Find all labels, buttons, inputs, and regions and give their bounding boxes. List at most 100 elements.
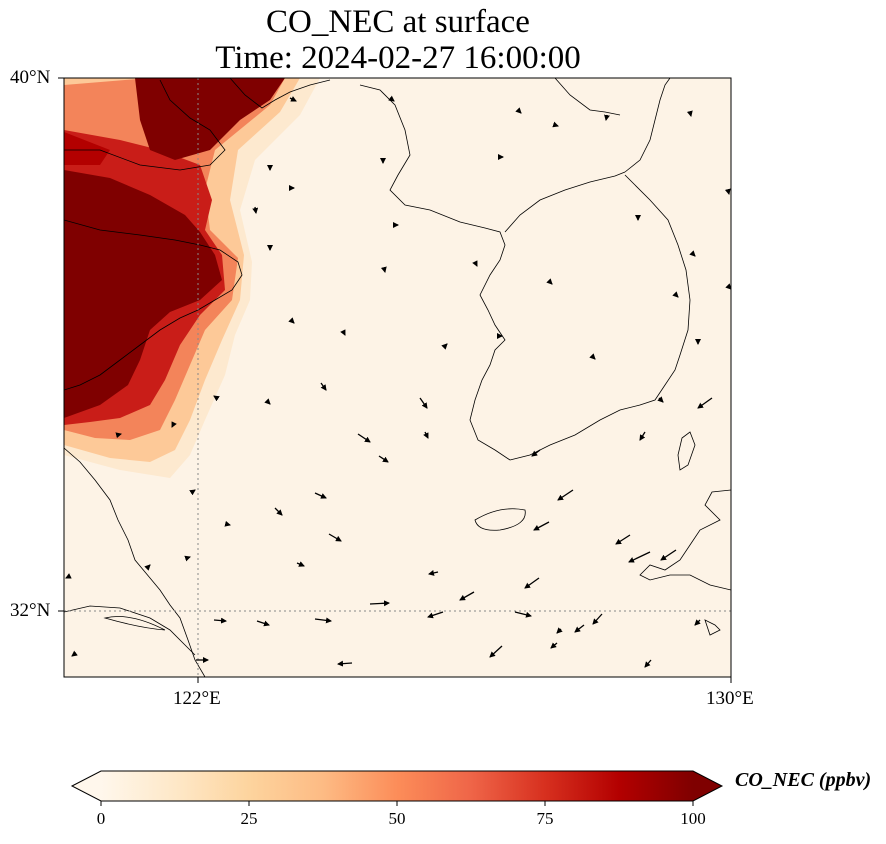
wind-arrow [337, 660, 353, 667]
concentration-field [64, 78, 320, 478]
wind-arrow [427, 611, 444, 619]
wind-arrow [592, 613, 603, 625]
wind-arrow [340, 329, 346, 336]
wind-arrow [378, 455, 389, 463]
wind-arrow [531, 449, 541, 457]
colorbar-tick-75: 75 [536, 809, 554, 828]
wind-arrow [552, 121, 559, 128]
coastline-ne [624, 78, 671, 173]
wind-arrow [697, 397, 713, 409]
wind-arrow [274, 507, 283, 516]
wind-arrow [314, 617, 332, 624]
coastline-korea-south [509, 174, 691, 461]
wind-arrow [574, 624, 585, 633]
wind-arrow [423, 431, 429, 439]
coastline-japan-small [704, 619, 721, 636]
wind-arrow [65, 573, 72, 579]
wind-arrow [644, 659, 652, 668]
wind-arrow [628, 551, 651, 563]
coastlines [64, 78, 731, 677]
wind-arrow [589, 353, 596, 360]
wind-vectors [65, 95, 731, 668]
wind-arrow [533, 521, 550, 531]
plume-spot [64, 132, 110, 165]
wind-arrow [213, 395, 220, 402]
colorbar-extend-high [693, 771, 722, 801]
wind-arrow [724, 188, 731, 195]
wind-arrow [472, 260, 478, 267]
colorbar-graphic [70, 770, 724, 806]
colorbar-tick-100: 100 [680, 809, 706, 828]
lat-label-40N: 40°N [10, 67, 51, 88]
wind-arrow [419, 397, 428, 409]
wind-arrow [288, 317, 295, 324]
colorbar-tick-0: 0 [96, 809, 106, 828]
wind-arrow [694, 619, 701, 626]
wind-arrow [556, 627, 563, 634]
wind-arrow [441, 343, 448, 350]
wind-arrow [459, 591, 475, 601]
wind-arrow [604, 114, 610, 121]
wind-arrow [369, 600, 390, 607]
wind-arrow [115, 432, 122, 439]
yangtze-estuary [64, 605, 196, 656]
wind-arrow [71, 650, 78, 657]
colorbar: 0 25 50 75 100 CO_NEC (ppbv) [0, 760, 886, 839]
wind-arrow [524, 577, 540, 589]
lon-label-122E: 122°E [173, 688, 221, 709]
wind-arrow [357, 433, 371, 443]
coastline-korea-north [504, 171, 626, 233]
wind-arrow [557, 489, 574, 501]
colorbar-gradient [101, 771, 693, 801]
gridlines [64, 78, 731, 677]
wind-arrow [213, 617, 227, 624]
wind-arrow [689, 250, 696, 257]
wind-arrow [256, 620, 270, 627]
tsushima [677, 431, 696, 471]
colorbar-tick-25: 25 [240, 809, 258, 828]
wind-arrow [639, 431, 646, 441]
jeju-island [474, 508, 526, 531]
coastline-shandong [64, 219, 243, 391]
lon-label-130E: 130°E [706, 688, 754, 709]
wind-arrow [320, 382, 327, 391]
wind-arrow [515, 107, 522, 114]
title-line-1: CO_NEC at surface [266, 4, 530, 40]
wind-arrow [314, 492, 327, 499]
wind-arrow [657, 396, 664, 403]
wind-arrow [686, 110, 693, 117]
wind-arrow [388, 95, 395, 102]
colorbar-tick-50: 50 [388, 809, 406, 828]
colorbar-extend-low [72, 771, 101, 801]
map [58, 77, 732, 683]
coastline-bohai [64, 79, 226, 171]
coastline-kyushu [639, 489, 731, 591]
yangtze-island [103, 616, 166, 631]
wind-arrow [550, 642, 558, 649]
wind-arrow [660, 549, 677, 561]
axis-ticks [58, 77, 732, 683]
wind-arrow [514, 611, 532, 618]
wind-arrow [224, 520, 231, 527]
wind-arrow [489, 645, 503, 658]
wind-arrow [289, 96, 297, 102]
coastline-korea-west [359, 84, 511, 461]
coastline-russia [554, 78, 621, 116]
wind-arrow [264, 398, 271, 405]
lat-label-32N: 32°N [10, 600, 51, 621]
wind-arrow [252, 206, 259, 214]
wind-arrow [184, 555, 191, 562]
wind-arrow [328, 533, 342, 542]
figure-title: CO_NEC at surface Time: 2024-02-27 16:00… [0, 4, 796, 76]
wind-arrow [380, 266, 387, 273]
title-line-2: Time: 2024-02-27 16:00:00 [215, 40, 581, 76]
wind-arrow [428, 569, 439, 576]
coastline-liaodong [229, 78, 331, 109]
coastline-china [64, 447, 206, 677]
wind-arrow [296, 561, 305, 567]
wind-arrow [189, 489, 196, 496]
wind-arrow [672, 291, 679, 298]
wind-arrow [144, 564, 151, 571]
wind-arrow [171, 421, 177, 428]
plume-core-south [64, 170, 222, 418]
